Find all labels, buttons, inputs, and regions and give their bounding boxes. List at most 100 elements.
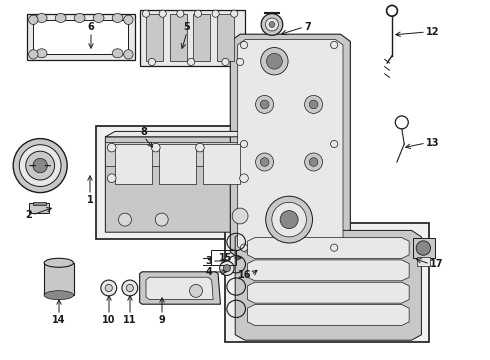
Ellipse shape: [112, 13, 123, 22]
Circle shape: [223, 265, 230, 272]
Bar: [217, 14, 234, 61]
Text: 11: 11: [123, 315, 137, 325]
Bar: [170, 14, 187, 61]
Text: 12: 12: [426, 27, 440, 37]
Circle shape: [122, 280, 138, 296]
Bar: [193, 14, 210, 61]
Circle shape: [260, 100, 269, 109]
Polygon shape: [247, 238, 409, 258]
Circle shape: [261, 14, 283, 35]
Circle shape: [241, 140, 247, 148]
Circle shape: [190, 284, 202, 297]
Circle shape: [267, 53, 282, 69]
Circle shape: [159, 10, 166, 17]
Circle shape: [222, 58, 229, 66]
Circle shape: [232, 208, 248, 224]
Polygon shape: [230, 34, 350, 259]
Text: 13: 13: [426, 138, 440, 148]
Circle shape: [143, 10, 149, 17]
Circle shape: [107, 143, 116, 152]
Circle shape: [256, 153, 273, 171]
Text: 10: 10: [102, 315, 116, 325]
Ellipse shape: [44, 291, 74, 300]
Polygon shape: [146, 277, 213, 300]
Bar: [203, 144, 240, 184]
Bar: [105, 142, 255, 166]
Bar: [211, 250, 236, 265]
Circle shape: [123, 15, 133, 24]
Circle shape: [126, 284, 133, 292]
Ellipse shape: [74, 13, 85, 22]
Text: 3: 3: [205, 256, 212, 266]
Circle shape: [237, 58, 244, 66]
Circle shape: [151, 143, 160, 152]
Polygon shape: [105, 137, 265, 232]
Polygon shape: [105, 131, 265, 137]
Circle shape: [188, 58, 195, 66]
Circle shape: [256, 95, 273, 113]
Polygon shape: [140, 272, 220, 304]
Ellipse shape: [36, 49, 47, 58]
Text: 7: 7: [304, 22, 311, 32]
Circle shape: [266, 196, 313, 243]
Circle shape: [196, 143, 204, 152]
Bar: [115, 144, 152, 184]
Text: 4: 4: [205, 267, 212, 277]
Bar: [33, 202, 46, 205]
Circle shape: [148, 58, 155, 66]
Circle shape: [266, 18, 278, 31]
Circle shape: [309, 158, 318, 166]
Circle shape: [309, 100, 318, 109]
Bar: [96, 126, 270, 239]
Bar: [159, 144, 196, 184]
Circle shape: [195, 10, 201, 17]
Text: 9: 9: [159, 315, 166, 325]
Circle shape: [331, 41, 338, 49]
Ellipse shape: [36, 13, 47, 22]
Text: 17: 17: [430, 259, 443, 269]
Circle shape: [280, 211, 298, 229]
Polygon shape: [235, 230, 421, 340]
Circle shape: [269, 22, 275, 27]
Text: 6: 6: [88, 22, 95, 32]
Circle shape: [272, 202, 306, 237]
Circle shape: [331, 244, 338, 251]
Circle shape: [105, 284, 112, 292]
Circle shape: [416, 241, 431, 255]
Circle shape: [305, 153, 322, 171]
Bar: [33, 20, 128, 54]
Circle shape: [177, 10, 184, 17]
Circle shape: [155, 213, 168, 226]
Circle shape: [331, 140, 338, 148]
Circle shape: [26, 151, 54, 180]
Circle shape: [101, 280, 117, 296]
Circle shape: [231, 10, 238, 17]
Ellipse shape: [44, 258, 74, 267]
Circle shape: [261, 48, 288, 75]
Circle shape: [241, 244, 247, 251]
Circle shape: [28, 50, 38, 59]
Bar: [146, 14, 163, 61]
Circle shape: [123, 50, 133, 59]
Ellipse shape: [93, 13, 104, 22]
Polygon shape: [247, 305, 409, 325]
Text: 1: 1: [87, 195, 94, 205]
Bar: [413, 238, 435, 258]
Text: 16: 16: [238, 270, 251, 280]
Circle shape: [241, 41, 247, 49]
Circle shape: [107, 174, 116, 183]
Text: 5: 5: [184, 22, 191, 32]
Text: 2: 2: [25, 210, 32, 220]
Bar: [27, 14, 135, 60]
Text: 14: 14: [52, 315, 66, 325]
Circle shape: [240, 174, 248, 183]
Circle shape: [119, 213, 131, 226]
Text: 8: 8: [141, 127, 147, 137]
Bar: [225, 223, 429, 342]
Bar: [140, 10, 245, 66]
Polygon shape: [247, 282, 409, 303]
Circle shape: [33, 158, 48, 173]
Polygon shape: [247, 260, 409, 281]
Circle shape: [28, 15, 38, 24]
Ellipse shape: [55, 13, 66, 22]
